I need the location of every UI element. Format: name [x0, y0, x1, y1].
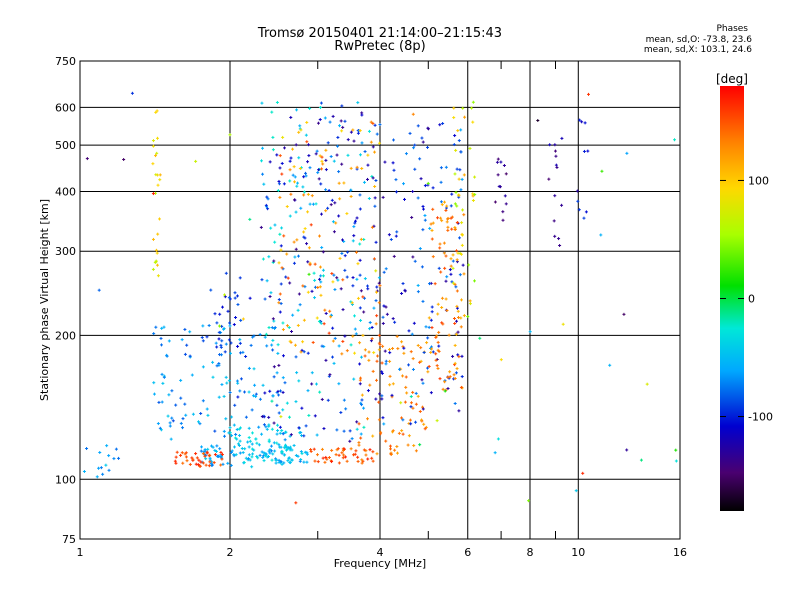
y-tick-label: 75 [62, 533, 76, 546]
y-tick-label: 300 [55, 245, 76, 258]
x-axis-label: Frequency [MHz] [334, 557, 426, 570]
stats-title: Phases [716, 24, 748, 34]
y-tick-label: 200 [55, 329, 76, 342]
plot-frame [79, 60, 681, 540]
y-axis: 75 100 200 300 400 500 600 750 [55, 55, 76, 546]
colorbar-unit: [deg] [716, 72, 748, 86]
x-tick-label: 2 [227, 546, 234, 559]
x-tick-label: 1 [77, 546, 84, 559]
y-tick-label: 600 [55, 101, 76, 114]
y-tick-label: 400 [55, 185, 76, 198]
colorbar-tick-label: -100 [748, 411, 773, 424]
data-points [82, 91, 678, 505]
chart-subtitle: RwPretec (8p) [334, 39, 426, 54]
x-tick-label: 8 [527, 546, 534, 559]
grid-lines [80, 61, 680, 539]
y-tick-label: 750 [55, 55, 76, 68]
x-axis: 1 2 4 6 8 10 16 [77, 61, 687, 559]
colorbar-ticks: 100 0 -100 [720, 174, 773, 424]
stats-x-mode: mean, sd,X: 103.1, 24.6 [643, 45, 752, 55]
y-tick-label: 500 [55, 139, 76, 152]
chart-title: Tromsø 20150401 21:14:00–21:15:43 [257, 26, 503, 41]
colorbar-tick-label: 100 [748, 174, 769, 187]
colorbar-tick-label: 0 [748, 293, 755, 306]
x-tick-label: 4 [377, 546, 384, 559]
x-tick-label: 6 [464, 546, 471, 559]
x-tick-label: 10 [571, 546, 585, 559]
x-tick-label: 16 [673, 546, 687, 559]
y-tick-label: 100 [55, 473, 76, 486]
y-axis-label: Stationary phase Virtual Height [km] [38, 199, 51, 401]
stats-o-mode: mean, sd,O: -73.8, 23.6 [645, 35, 752, 45]
